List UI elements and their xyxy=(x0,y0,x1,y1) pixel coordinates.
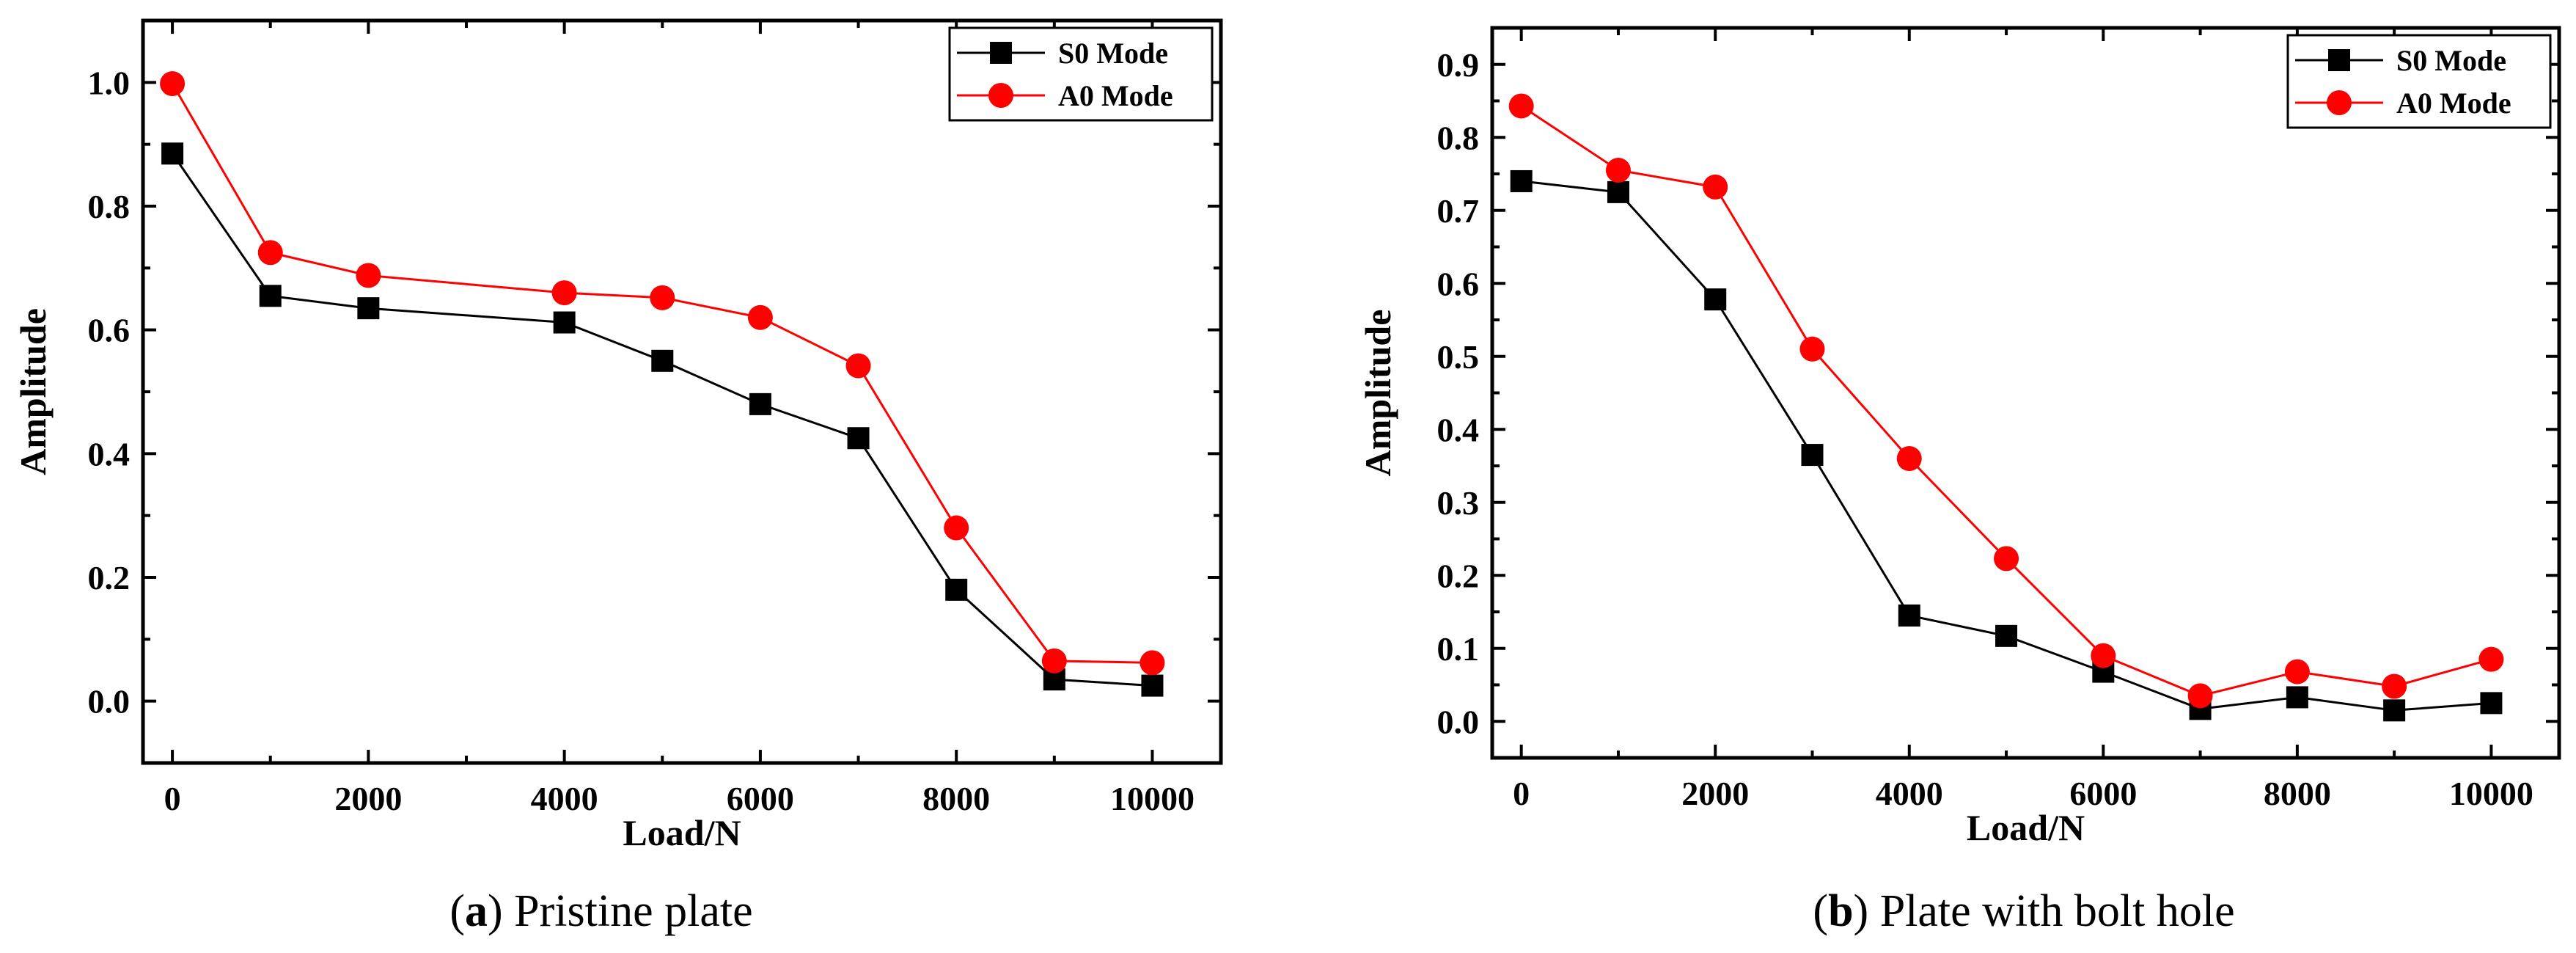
data-point-s0-mode xyxy=(847,427,870,450)
data-point-s0-mode xyxy=(749,392,771,415)
y-tick-label: 0.3 xyxy=(1437,484,1480,522)
figure-caption: (b) Plate with bolt hole xyxy=(1813,886,2234,936)
data-point-a0-mode xyxy=(160,71,186,97)
y-axis-title: Amplitude xyxy=(1357,310,1398,477)
series-line-a0-mode xyxy=(1520,105,2492,697)
data-point-a0-mode xyxy=(1508,93,1534,119)
data-point-a0-mode xyxy=(1605,158,1631,183)
x-tick-label: 2000 xyxy=(334,780,402,817)
data-point-a0-mode xyxy=(257,240,283,266)
data-point-a0-mode xyxy=(1799,336,1825,362)
data-point-a0-mode xyxy=(944,515,969,541)
x-axis-title: Load/N xyxy=(1967,807,2085,848)
data-point-a0-mode xyxy=(650,285,675,310)
y-tick-label: 1.0 xyxy=(88,64,131,101)
data-point-s0-mode xyxy=(1995,624,2018,647)
legend: S0 Mode A0 Mode xyxy=(948,26,1214,122)
caption-letter: a xyxy=(465,886,488,936)
legend-marker-s0-mode xyxy=(2328,49,2350,71)
data-point-a0-mode xyxy=(845,353,871,379)
caption-paren-open: ( xyxy=(449,886,465,936)
x-tick-label: 0 xyxy=(164,780,181,817)
data-point-a0-mode xyxy=(1041,648,1067,673)
x-tick-label: 2000 xyxy=(1681,775,1749,812)
data-point-a0-mode xyxy=(2478,646,2504,672)
data-point-s0-mode xyxy=(651,349,674,372)
x-tick-label: 4000 xyxy=(531,780,598,817)
data-point-s0-mode xyxy=(1141,674,1164,697)
data-point-s0-mode xyxy=(1607,180,1629,203)
y-tick-label: 0.8 xyxy=(1437,119,1480,156)
x-tick-label: 4000 xyxy=(1876,775,1943,812)
data-point-a0-mode xyxy=(2284,659,2310,684)
data-point-s0-mode xyxy=(1704,288,1727,311)
y-tick-label: 0.0 xyxy=(88,683,131,720)
caption-text: ) Pristine plate xyxy=(488,886,753,936)
y-tick-label: 0.7 xyxy=(1437,192,1480,230)
x-tick-label: 10000 xyxy=(2449,775,2533,812)
data-point-a0-mode xyxy=(1896,446,1922,472)
data-point-a0-mode xyxy=(747,304,773,330)
caption-paren-open: ( xyxy=(1813,886,1828,936)
data-point-s0-mode xyxy=(161,142,184,165)
x-tick-label: 8000 xyxy=(2264,775,2331,812)
legend-label-s0-mode: S0 Mode xyxy=(2396,44,2506,77)
caption-letter: b xyxy=(1828,886,1853,936)
x-tick-label: 10000 xyxy=(1110,780,1195,817)
y-tick-label: 0.2 xyxy=(88,559,131,596)
data-point-a0-mode xyxy=(356,263,381,288)
chart-b: 0 2000 4000 6000 8000 10000 0.0 0.1 0.2 0.3 0.4 0.5… xyxy=(1357,26,2561,936)
y-tick-label: 0.9 xyxy=(1437,46,1480,84)
y-axis-title: Amplitude xyxy=(12,308,54,475)
y-tick-label: 0.4 xyxy=(88,435,131,472)
data-point-s0-mode xyxy=(553,311,576,334)
y-tick-label: 0.6 xyxy=(88,312,131,349)
x-tick-label: 0 xyxy=(1513,775,1530,812)
data-point-s0-mode xyxy=(1510,169,1533,192)
legend-marker-a0-mode xyxy=(988,83,1013,108)
data-point-s0-mode xyxy=(2480,692,2503,715)
data-point-a0-mode xyxy=(1994,546,2019,572)
legend-label-s0-mode: S0 Mode xyxy=(1058,37,1168,70)
data-point-a0-mode xyxy=(2382,673,2407,699)
y-tick-label: 0.4 xyxy=(1437,411,1480,448)
legend: S0 Mode A0 Mode xyxy=(2286,34,2552,129)
y-tick-label: 0.5 xyxy=(1437,338,1480,376)
data-point-a0-mode xyxy=(1140,650,1165,676)
data-point-a0-mode xyxy=(1703,174,1728,200)
data-point-a0-mode xyxy=(2187,683,2213,709)
legend-label-a0-mode: A0 Mode xyxy=(2396,87,2511,120)
y-tick-label: 0.1 xyxy=(1437,630,1480,668)
data-point-a0-mode xyxy=(2091,643,2116,668)
y-tick-label: 0.8 xyxy=(88,188,131,225)
legend-label-a0-mode: A0 Mode xyxy=(1058,79,1173,112)
x-axis-title: Load/N xyxy=(623,812,741,853)
data-point-s0-mode xyxy=(357,297,380,320)
data-point-a0-mode xyxy=(551,280,577,306)
x-tick-label: 6000 xyxy=(2069,775,2137,812)
series-line-s0-mode xyxy=(171,153,1153,687)
data-point-s0-mode xyxy=(2286,686,2308,709)
x-tick-label: 8000 xyxy=(922,780,990,817)
data-point-s0-mode xyxy=(945,578,968,601)
y-tick-label: 0.2 xyxy=(1437,557,1480,594)
y-tick-label: 0.0 xyxy=(1437,703,1480,740)
plot-frame xyxy=(1490,26,2561,760)
x-tick-label: 6000 xyxy=(727,780,794,817)
data-point-s0-mode xyxy=(2383,699,2406,722)
y-tick-label: 0.6 xyxy=(1437,265,1480,302)
caption-text: ) Plate with bolt hole xyxy=(1854,886,2235,936)
data-point-s0-mode xyxy=(1898,604,1920,627)
series-line-a0-mode xyxy=(171,83,1153,664)
data-point-s0-mode xyxy=(1801,444,1824,467)
figure-caption: (a) Pristine plate xyxy=(449,886,752,936)
data-point-s0-mode xyxy=(259,285,282,307)
legend-marker-a0-mode xyxy=(2327,90,2352,115)
chart-a: 0 2000 4000 6000 8000 10000 0.0 0.2 0.4 0.6 0.8 1.0… xyxy=(12,18,1223,936)
legend-marker-s0-mode xyxy=(990,42,1012,64)
